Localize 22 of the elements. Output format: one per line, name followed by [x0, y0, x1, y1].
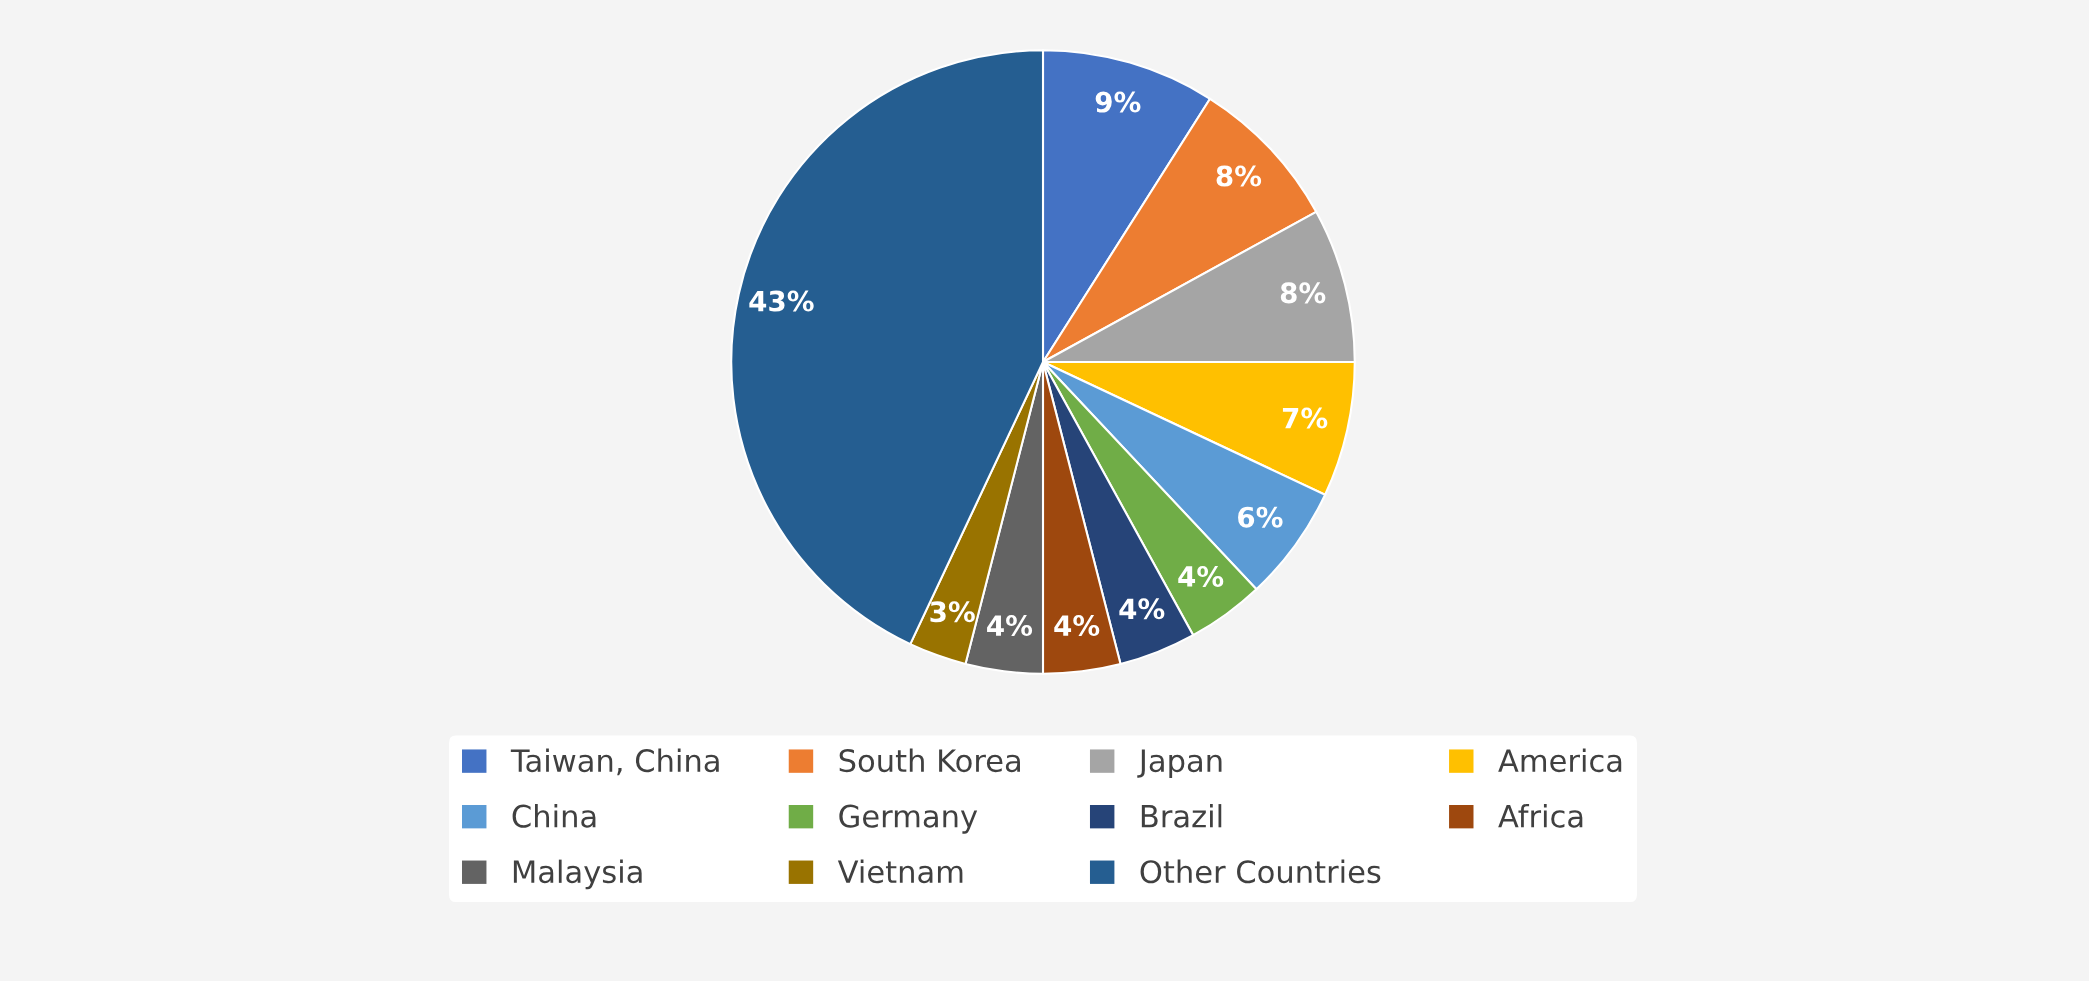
legend-label: Malaysia: [513, 859, 642, 890]
legend-label: Vietnam: [837, 859, 963, 884]
data-label: 8%: [1216, 165, 1262, 187]
legend-label: Germany: [839, 804, 978, 834]
data-label: 8%: [1280, 282, 1326, 304]
data-label: 7%: [1282, 407, 1328, 429]
legend-label: Other Countries: [1140, 859, 1381, 884]
legend-label: Brazil: [1141, 804, 1222, 828]
legend-label: Taiwan, China: [510, 748, 719, 776]
data-label: 4%: [1119, 598, 1165, 620]
data-label: 4%: [1178, 565, 1224, 587]
legend-label: China: [512, 804, 596, 828]
legend-label: South Korea: [839, 748, 1020, 773]
data-label: 4%: [1054, 615, 1100, 637]
legend-label: America: [1498, 748, 1622, 773]
data-label: 3%: [930, 601, 975, 623]
data-label: 9%: [1095, 91, 1141, 113]
legend-label: Africa: [1498, 804, 1583, 828]
data-label: 4%: [987, 615, 1033, 637]
data-label: 43%: [749, 290, 814, 312]
legend-label: Japan: [1137, 749, 1222, 779]
data-label: 6%: [1238, 506, 1283, 528]
